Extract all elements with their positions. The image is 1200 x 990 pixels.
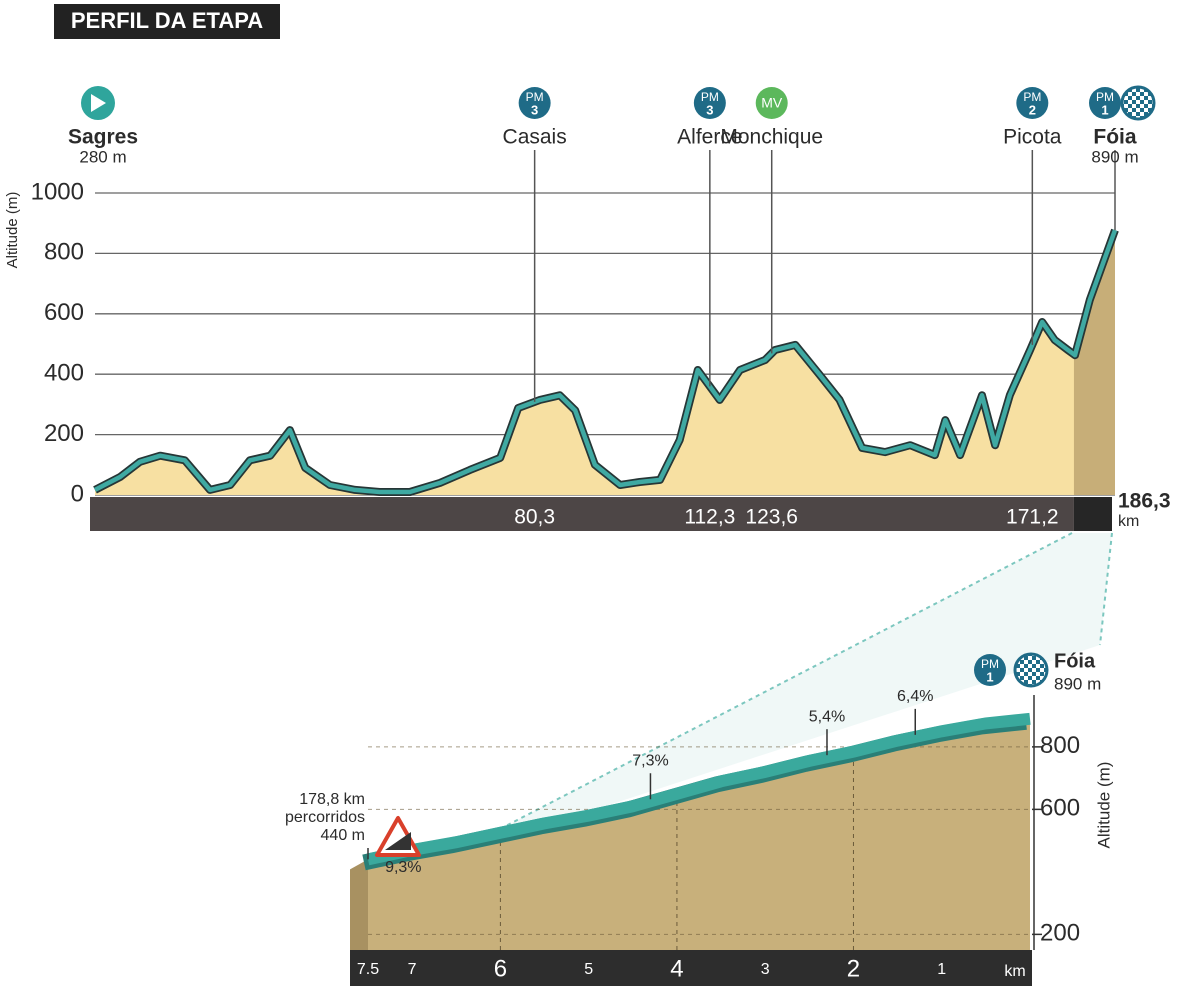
badge [974, 654, 1006, 686]
km-bar [350, 950, 1032, 986]
x-tick-label: 4 [670, 955, 683, 982]
final-area [1073, 230, 1115, 495]
marker-name: Alferce [677, 126, 742, 149]
km-label: 171,2 [1006, 506, 1059, 529]
x-tick-label: 7 [408, 961, 417, 978]
km-label: 80,3 [514, 506, 555, 529]
gradient-label: 7,3% [632, 752, 668, 769]
badge [1089, 87, 1121, 119]
start-text: percorridos [285, 809, 365, 826]
y-axis-label: Altitude (m) [1094, 762, 1113, 849]
x-tick-label: 5 [584, 961, 593, 978]
km-bar-final [1073, 497, 1112, 531]
badge-text: PM [981, 657, 999, 671]
x-tick-label: 7.5 [357, 961, 379, 978]
km-label: 123,6 [745, 506, 798, 529]
gradient-label: 5,4% [809, 708, 845, 725]
line [366, 712, 1031, 866]
badge-level: 3 [531, 102, 538, 117]
km-label: 186,3 [1118, 490, 1171, 513]
badge-level: 1 [986, 669, 993, 684]
zoom-shade [440, 533, 1112, 860]
zoom-line [439, 532, 1073, 861]
y-tick-label: 800 [44, 239, 84, 266]
marker-name: Monchique [720, 126, 823, 149]
marker-name: Picota [1003, 126, 1062, 149]
km-bar [90, 497, 1074, 531]
marker-name: Casais [503, 126, 567, 149]
finish-name: Fóia [1054, 650, 1096, 672]
x-unit: km [1118, 513, 1139, 530]
finish-flag [1120, 85, 1156, 121]
marker-name: Sagres [68, 126, 138, 149]
badge [1016, 87, 1049, 119]
km-label: 112,3 [684, 506, 735, 529]
finish-flag [1013, 652, 1049, 688]
y-tick-label: 400 [44, 360, 84, 387]
x-tick-label: 3 [761, 961, 770, 978]
warning-slope [385, 832, 411, 850]
chart-title: PERFIL DA ETAPA [71, 8, 263, 33]
line [93, 229, 1118, 495]
y-axis-label: Altitude (m) [4, 192, 21, 269]
area [368, 718, 1030, 950]
gradient-label: 9,3% [385, 859, 421, 876]
y-tick-label: 1000 [31, 178, 84, 205]
start-arrow [91, 94, 106, 112]
badge-text: PM [1096, 90, 1114, 104]
badge-level: 3 [706, 102, 713, 117]
zoom-line [1099, 532, 1113, 646]
climb-profile: 200 600 800 Altitude (m) 7.5 7 6 5 4 3 2 1 km 178,8 k… [285, 650, 1113, 986]
y-tick-label: 800 [1040, 732, 1080, 759]
y-tick-label: 0 [71, 480, 84, 507]
badge [693, 87, 726, 119]
badge-text: PM [701, 90, 719, 104]
x-tick-label: 1 [937, 961, 946, 978]
x-tick-label: 6 [494, 955, 507, 982]
y-tick-label: 600 [1040, 795, 1080, 822]
side-face [350, 859, 368, 960]
x-tick-label: 2 [847, 955, 860, 982]
area [95, 230, 1115, 495]
y-tick-label: 600 [44, 299, 84, 326]
start-altitude: 440 m [321, 827, 365, 844]
badge-text: PM [526, 90, 544, 104]
marker-name: Fóia [1093, 126, 1136, 149]
y-tick-label: 200 [44, 420, 84, 447]
badge-text: MV [761, 95, 783, 111]
badge [755, 87, 788, 119]
marker-altitude: 280 m [79, 147, 126, 166]
gradient-label: 6,4% [897, 688, 933, 705]
badge-text: PM [1023, 90, 1041, 104]
title-box [54, 4, 280, 39]
x-axis-label: km [1004, 963, 1025, 980]
start-km: 178,8 km [299, 791, 365, 808]
badge-level: 2 [1029, 102, 1036, 117]
badge [518, 87, 551, 119]
finish-altitude: 890 m [1054, 674, 1101, 693]
y-tick-label: 200 [1040, 920, 1080, 947]
badge-level: 1 [1101, 102, 1108, 117]
marker-altitude: 890 m [1091, 147, 1138, 166]
